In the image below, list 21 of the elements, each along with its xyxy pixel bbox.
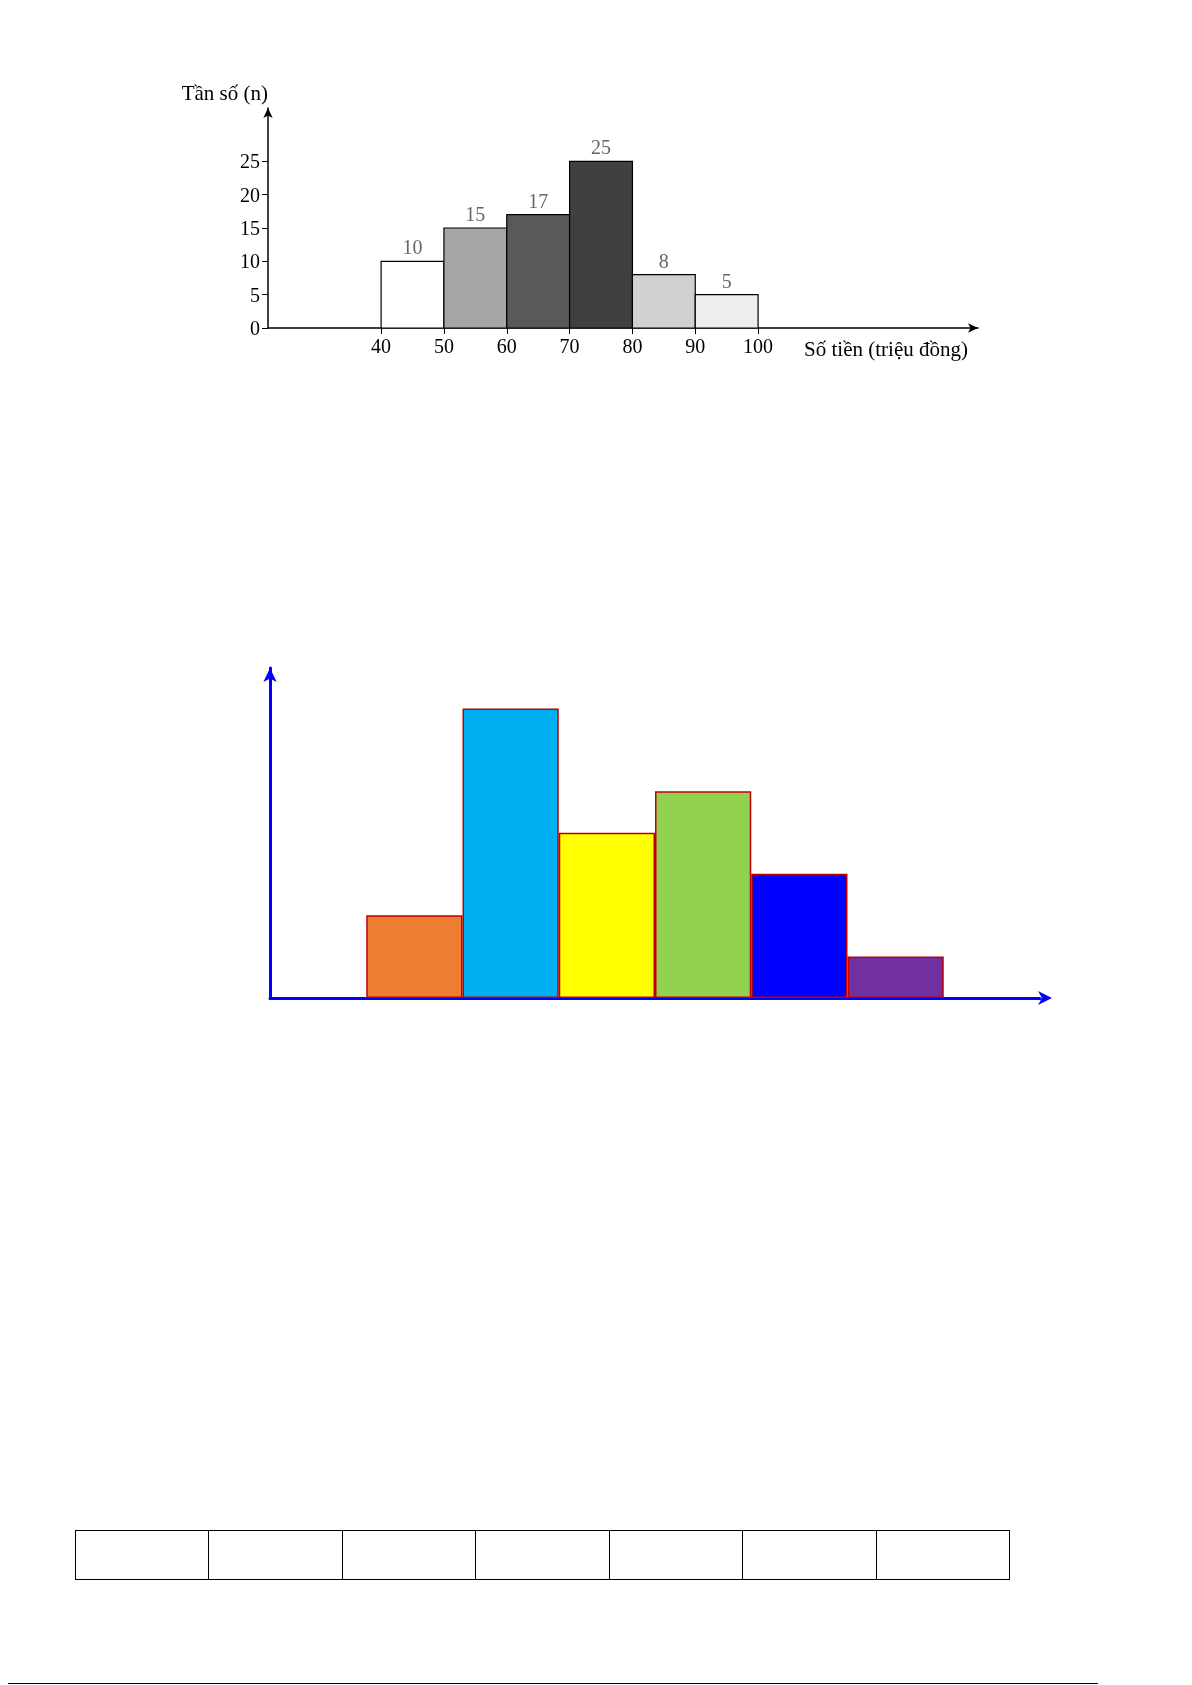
x-tick-label: 60	[496, 335, 517, 357]
y-tick-label: 15	[240, 217, 260, 239]
x-tick-label: 100	[743, 335, 774, 357]
x-tick-label: 70	[559, 335, 580, 357]
data-label: 10	[402, 236, 423, 259]
x-tick-label: 80	[622, 335, 643, 357]
y-tick-label: 10	[240, 250, 260, 273]
data-label: 15	[465, 203, 486, 225]
y-tick-label: 20	[240, 183, 260, 206]
x-axis-title: Số tiền (triệu đồng)	[804, 336, 968, 361]
x-tick-label: 50	[433, 335, 454, 357]
data-label: 17	[528, 189, 549, 212]
y-tick-label: 5	[250, 283, 260, 306]
y-tick-label: 25	[240, 150, 260, 173]
y-axis-title: Tần số (n)	[181, 80, 268, 105]
y-tick-label: 0	[250, 317, 260, 339]
x-tick-label: 40	[371, 335, 392, 357]
data-label: 5	[721, 269, 732, 292]
data-label: 8	[658, 249, 669, 272]
data-label: 25	[591, 136, 612, 159]
x-tick-label: 90	[685, 335, 706, 357]
